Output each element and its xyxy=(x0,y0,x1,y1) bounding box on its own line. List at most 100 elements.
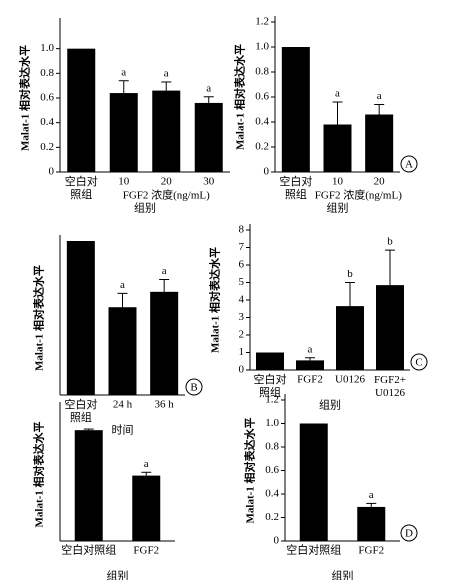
y-tick-label: 2 xyxy=(239,329,245,341)
x-tick-label: 20 xyxy=(374,176,386,188)
panel-label: A xyxy=(405,159,413,171)
y-tick-label: 4 xyxy=(239,294,245,306)
y-axis-label: Malat-1 相对表达水平 xyxy=(233,44,247,150)
y-tick-label: 0 xyxy=(264,166,270,178)
bar xyxy=(132,475,161,541)
x-tick-label: FGF2 xyxy=(358,545,384,557)
significance-label: a xyxy=(377,90,382,102)
group-label: FGF2 浓度(ng/mL) xyxy=(315,188,402,202)
bar xyxy=(281,47,310,172)
significance-label: a xyxy=(164,67,169,79)
bar xyxy=(323,124,352,172)
x-tick-label: 20 xyxy=(161,176,173,188)
y-axis-label: Malat-1 相对表达水平 xyxy=(32,265,46,371)
bar xyxy=(357,506,386,541)
x-tick-label: 空白对照组 xyxy=(64,397,97,424)
y-tick-label: 1.0 xyxy=(255,41,269,53)
x-tick-label: 10 xyxy=(118,176,130,188)
bar xyxy=(109,93,138,172)
panel-circle xyxy=(185,378,203,396)
y-tick-label: 0.4 xyxy=(255,116,269,128)
panel-label: B xyxy=(190,382,197,394)
x-axis-label: 组别 xyxy=(332,569,354,580)
significance-label: a xyxy=(144,458,149,470)
bar xyxy=(66,241,95,395)
bar xyxy=(194,102,223,172)
y-tick-label: 1.0 xyxy=(265,417,279,429)
x-tick-label: U0126 xyxy=(335,374,365,386)
x-tick-label: FGF2 xyxy=(297,374,323,386)
x-tick-label: 10 xyxy=(332,176,344,188)
significance-label: a xyxy=(162,265,167,277)
y-tick-label: 0.2 xyxy=(255,141,269,153)
x-tick-label: 空白对照组 xyxy=(279,174,312,201)
panel-circle xyxy=(400,524,418,542)
panel-label: C xyxy=(415,357,422,369)
bar xyxy=(299,423,328,541)
y-tick-label: 0.8 xyxy=(40,67,54,79)
bar xyxy=(150,291,179,395)
y-tick-label: 0 xyxy=(239,364,245,376)
y-tick-label: 0.8 xyxy=(255,66,269,78)
x-tick-label: 空白对照组 xyxy=(286,543,341,557)
y-tick-label: 0.6 xyxy=(265,464,279,476)
significance-label: a xyxy=(120,279,125,291)
x-tick-label: 30 xyxy=(203,176,215,188)
bar xyxy=(365,114,394,172)
panel-circle xyxy=(410,353,428,371)
y-tick-label: 0.4 xyxy=(265,488,279,500)
panel-circle xyxy=(400,155,418,173)
x-axis-label: 组别 xyxy=(107,569,129,580)
y-tick-label: 8 xyxy=(239,224,245,236)
y-tick-label: 0.6 xyxy=(255,91,269,103)
y-axis-label: Malat-1 相对表达水平 xyxy=(32,421,46,527)
y-axis-label: Malat-1 相对表达水平 xyxy=(243,417,257,523)
significance-label: a xyxy=(308,343,313,355)
y-tick-label: 0.2 xyxy=(40,141,54,153)
significance-label: a xyxy=(206,82,211,94)
x-axis-label: 组别 xyxy=(327,201,349,215)
y-tick-label: 1.2 xyxy=(265,394,279,406)
x-tick-label: FGF2+ U0126 xyxy=(374,374,406,399)
bar xyxy=(67,48,96,172)
y-tick-label: 0.8 xyxy=(265,441,279,453)
bar xyxy=(376,285,404,370)
significance-label: a xyxy=(335,88,340,100)
x-tick-label: 空白对照组 xyxy=(254,372,287,399)
y-tick-label: 3 xyxy=(239,311,245,323)
y-axis-label: Malat-1 相对表达水平 xyxy=(208,247,222,353)
x-tick-label: 空白对照组 xyxy=(65,174,98,201)
bar xyxy=(74,430,103,541)
x-tick-label: 36 h xyxy=(155,399,175,411)
bar xyxy=(152,90,181,172)
y-tick-label: 0.4 xyxy=(40,116,54,128)
y-tick-label: 1.0 xyxy=(40,42,54,54)
bar xyxy=(108,307,137,395)
y-tick-label: 6 xyxy=(239,259,245,271)
group-label: FGF2 浓度(ng/mL) xyxy=(123,188,210,202)
x-axis-label: 组别 xyxy=(134,201,156,215)
y-tick-label: 1 xyxy=(239,346,245,358)
y-tick-label: 7 xyxy=(239,241,245,253)
x-tick-label: 空白对照组 xyxy=(61,543,116,557)
x-axis-label: 时间 xyxy=(112,424,134,437)
x-axis-label: 组别 xyxy=(319,398,341,412)
y-tick-label: 0.2 xyxy=(265,511,279,523)
bar xyxy=(256,352,284,370)
significance-label: b xyxy=(387,236,393,248)
y-tick-label: 0.6 xyxy=(40,92,54,104)
y-axis-label: Malat-1 相对表达水平 xyxy=(18,45,32,151)
panel-label: D xyxy=(405,528,413,540)
x-tick-label: 24 h xyxy=(113,399,133,411)
significance-label: a xyxy=(121,66,126,78)
y-tick-label: 0 xyxy=(274,535,280,547)
x-tick-label: FGF2 xyxy=(133,545,159,557)
bar xyxy=(336,306,364,370)
significance-label: a xyxy=(369,489,374,501)
significance-label: b xyxy=(347,268,353,280)
y-tick-label: 1.2 xyxy=(255,16,269,28)
bar xyxy=(296,360,324,370)
y-tick-label: 5 xyxy=(239,276,245,288)
y-tick-label: 0 xyxy=(49,166,55,178)
